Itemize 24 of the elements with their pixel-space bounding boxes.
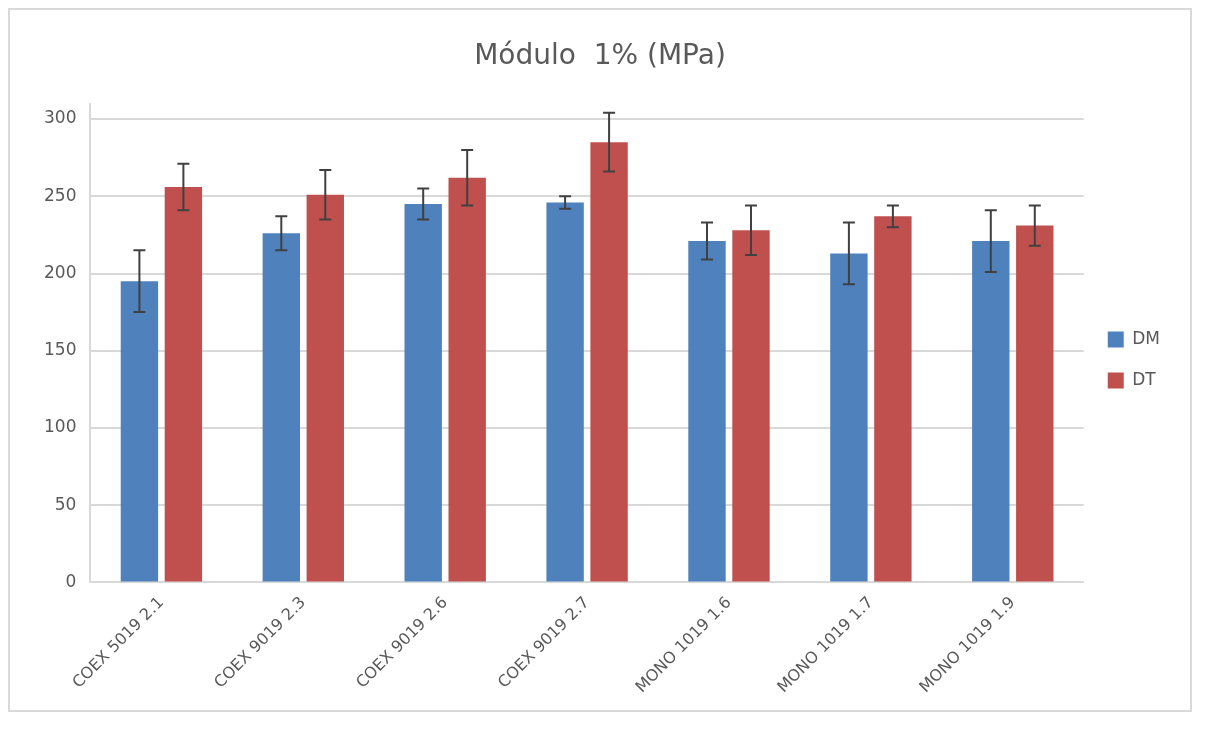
bar [306, 194, 344, 582]
bar [448, 177, 486, 582]
bar [590, 142, 628, 582]
y-tick-label: 250 [43, 184, 77, 205]
y-tick-label: 100 [43, 416, 77, 437]
y-tick-label: 200 [43, 261, 77, 282]
chart-title: Módulo 1% (MPa) [474, 38, 726, 72]
y-tick-label: 50 [54, 493, 77, 514]
bar [1016, 225, 1054, 582]
bar [262, 233, 300, 582]
y-tick-label: 300 [43, 107, 77, 128]
bar [688, 241, 726, 582]
bar [546, 202, 584, 582]
legend-label: DT [1132, 368, 1157, 389]
bar [164, 187, 203, 582]
bar [120, 281, 159, 582]
bar [732, 230, 770, 582]
y-tick-label: 150 [43, 339, 77, 360]
bar [830, 253, 868, 582]
bar [874, 216, 912, 582]
legend-label: DM [1132, 327, 1161, 348]
bar [972, 241, 1010, 582]
bar [404, 204, 442, 582]
y-tick-label: 0 [65, 570, 77, 591]
